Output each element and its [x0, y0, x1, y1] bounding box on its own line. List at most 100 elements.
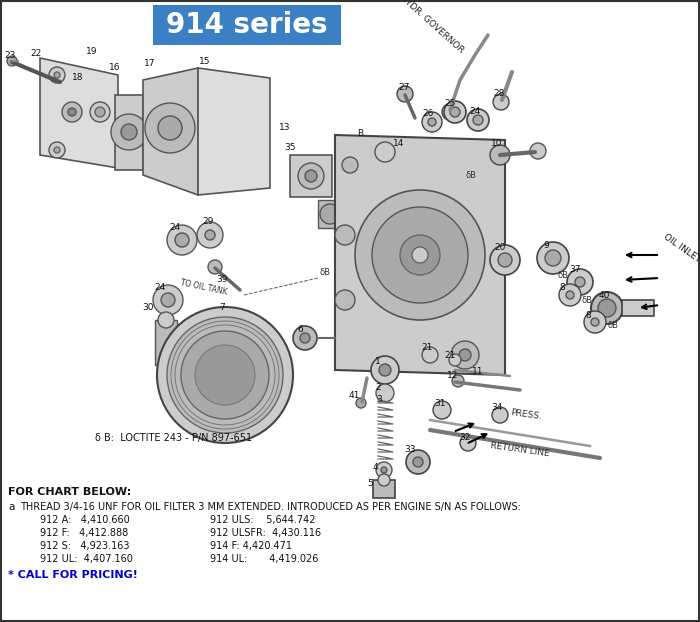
Circle shape — [205, 230, 215, 240]
Text: 30: 30 — [142, 304, 154, 312]
Circle shape — [371, 356, 399, 384]
Text: 5: 5 — [367, 480, 373, 488]
Circle shape — [378, 474, 390, 486]
Text: δB: δB — [607, 321, 618, 330]
Circle shape — [153, 285, 183, 315]
Circle shape — [161, 293, 175, 307]
Text: 14: 14 — [393, 139, 405, 149]
Circle shape — [320, 204, 340, 224]
Text: 912 A:   4,410.660: 912 A: 4,410.660 — [40, 515, 130, 525]
Circle shape — [450, 107, 460, 117]
Circle shape — [181, 331, 269, 419]
Circle shape — [422, 347, 438, 363]
Circle shape — [305, 170, 317, 182]
Text: 24: 24 — [169, 223, 181, 231]
Text: 21: 21 — [421, 343, 433, 353]
Circle shape — [145, 103, 195, 153]
Circle shape — [68, 108, 76, 116]
Circle shape — [298, 163, 324, 189]
Circle shape — [412, 247, 428, 263]
Circle shape — [537, 242, 569, 274]
Text: 912 UL:  4,407.160: 912 UL: 4,407.160 — [40, 554, 133, 564]
Text: 10: 10 — [491, 139, 503, 147]
Text: 912 F:   4,412.888: 912 F: 4,412.888 — [40, 528, 128, 538]
Circle shape — [442, 104, 458, 120]
Circle shape — [175, 233, 189, 247]
Circle shape — [400, 235, 440, 275]
Circle shape — [335, 290, 355, 310]
Circle shape — [379, 364, 391, 376]
Text: 914 UL:       4,419.026: 914 UL: 4,419.026 — [210, 554, 318, 564]
Text: 39: 39 — [216, 276, 228, 284]
Circle shape — [111, 114, 147, 150]
Circle shape — [591, 318, 599, 326]
Circle shape — [413, 457, 423, 467]
Text: 9: 9 — [543, 241, 549, 249]
Circle shape — [473, 115, 483, 125]
Text: FOR CHART BELOW:: FOR CHART BELOW: — [8, 487, 132, 497]
Text: 1: 1 — [375, 358, 381, 366]
Text: 24: 24 — [155, 282, 166, 292]
Polygon shape — [40, 58, 118, 168]
Polygon shape — [143, 68, 198, 195]
Circle shape — [197, 222, 223, 248]
Circle shape — [356, 398, 366, 408]
Text: 21: 21 — [444, 351, 456, 360]
Text: 37: 37 — [569, 266, 581, 274]
Circle shape — [575, 277, 585, 287]
Text: 6: 6 — [297, 325, 303, 335]
Text: 914 F: 4,420.471: 914 F: 4,420.471 — [210, 541, 292, 551]
Circle shape — [7, 56, 17, 66]
Circle shape — [90, 102, 110, 122]
Text: 18: 18 — [72, 73, 84, 81]
Text: TO HYDR. GOVERNOR: TO HYDR. GOVERNOR — [387, 0, 466, 55]
Text: 19: 19 — [86, 47, 98, 57]
Circle shape — [498, 253, 512, 267]
Circle shape — [167, 317, 283, 433]
Text: 11: 11 — [473, 368, 484, 376]
Text: a: a — [8, 502, 15, 512]
Text: δB: δB — [558, 271, 569, 280]
Circle shape — [49, 67, 65, 83]
Circle shape — [460, 435, 476, 451]
Circle shape — [433, 401, 451, 419]
Circle shape — [355, 190, 485, 320]
Circle shape — [342, 157, 358, 173]
Text: 17: 17 — [144, 58, 155, 68]
Circle shape — [490, 245, 520, 275]
Text: 12: 12 — [447, 371, 458, 379]
Circle shape — [492, 407, 508, 423]
Text: 40: 40 — [598, 290, 610, 300]
Circle shape — [375, 142, 395, 162]
Text: 13: 13 — [279, 124, 290, 132]
Bar — [153, 5, 341, 45]
Circle shape — [449, 354, 461, 366]
Circle shape — [195, 345, 255, 405]
Circle shape — [584, 311, 606, 333]
Text: PRESS.: PRESS. — [510, 409, 542, 422]
Circle shape — [598, 299, 616, 317]
Bar — [155, 320, 177, 365]
Text: δB: δB — [466, 171, 477, 180]
Text: 22: 22 — [30, 49, 41, 57]
Text: * CALL FOR PRICING!: * CALL FOR PRICING! — [8, 570, 138, 580]
Text: 24: 24 — [470, 106, 481, 116]
Bar — [290, 155, 332, 197]
Circle shape — [121, 124, 137, 140]
Text: 32: 32 — [459, 432, 470, 442]
Circle shape — [467, 109, 489, 131]
Text: B: B — [357, 129, 363, 137]
Polygon shape — [198, 68, 270, 195]
Text: 34: 34 — [491, 404, 503, 412]
Circle shape — [444, 101, 466, 123]
Circle shape — [157, 307, 293, 443]
Text: OIL INLET: OIL INLET — [662, 232, 700, 264]
Circle shape — [54, 147, 60, 153]
Circle shape — [451, 341, 479, 369]
Circle shape — [95, 107, 105, 117]
Circle shape — [167, 225, 197, 255]
Circle shape — [381, 467, 387, 473]
Text: 25: 25 — [444, 100, 456, 108]
Text: 3: 3 — [376, 396, 382, 404]
Circle shape — [545, 250, 561, 266]
